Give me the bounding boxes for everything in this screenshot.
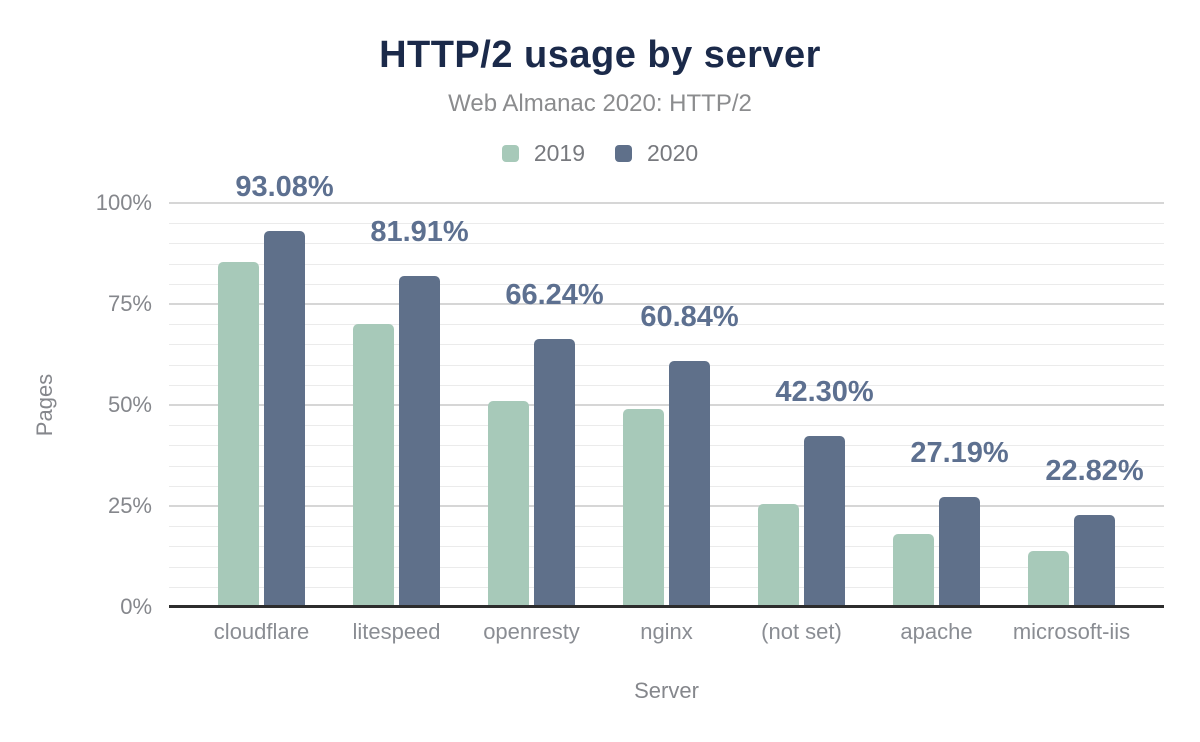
- bar-2020-(not set)[interactable]: 42.30%: [775, 376, 874, 607]
- legend-item-2020[interactable]: 2020: [615, 140, 698, 167]
- bar-group-openresty: 66.24% openresty: [464, 203, 604, 644]
- bar-2019-nginx[interactable]: [623, 409, 664, 607]
- bar-group-nginx: 60.84% nginx: [599, 203, 739, 644]
- legend-label: 2020: [647, 140, 699, 166]
- bar-value-label-microsoft-iis: 22.82%: [1045, 454, 1144, 487]
- y-tick-label-50: 50%: [107, 392, 152, 417]
- bar-value-label-(not set): 42.30%: [775, 376, 874, 409]
- x-axis-title: Server: [634, 678, 699, 703]
- bar-2020-apache[interactable]: 27.19%: [910, 437, 1009, 607]
- minor-gridline-40: [169, 445, 1164, 447]
- chart-title: HTTP/2 usage by server: [379, 34, 821, 76]
- minor-gridline-45: [169, 425, 1164, 427]
- minor-gridline-10: [169, 566, 1164, 568]
- minor-gridline-30: [169, 485, 1164, 487]
- bar-value-label-cloudflare: 93.08%: [235, 170, 334, 203]
- bar-2020-cloudflare[interactable]: 93.08%: [235, 171, 334, 607]
- legend-item-2019[interactable]: 2019: [501, 140, 585, 167]
- y-tick-label-0: 0%: [120, 594, 152, 619]
- minor-gridline-35: [169, 465, 1164, 467]
- minor-gridline-65: [169, 344, 1164, 346]
- bar-2020-openresty[interactable]: 66.24%: [505, 279, 604, 607]
- legend-label: 2019: [533, 140, 585, 166]
- bar-2020-litespeed[interactable]: 81.91%: [370, 216, 469, 607]
- bar-2019-openresty[interactable]: [488, 400, 529, 607]
- chart-subtitle: Web Almanac 2020: HTTP/2: [448, 90, 752, 117]
- minor-gridline-70: [169, 324, 1164, 326]
- major-gridline-25: [169, 505, 1164, 507]
- legend-swatch-2019: [501, 145, 519, 162]
- bar-value-label-openresty: 66.24%: [505, 279, 604, 312]
- minor-gridline-15: [169, 546, 1164, 548]
- bar-2019-apache[interactable]: [893, 534, 934, 607]
- minor-gridline-20: [169, 526, 1164, 528]
- bar-groups: 93.08% cloudflare 81.91% litespeed 66.24% ope…: [169, 171, 1164, 644]
- y-tick-label-75: 75%: [107, 291, 152, 316]
- bar-group-cloudflare: 93.08% cloudflare: [194, 171, 334, 644]
- minor-gridline-60: [169, 364, 1164, 366]
- bar-2019-microsoft-iis[interactable]: [1028, 550, 1069, 607]
- x-tick-label-(not set): (not set): [761, 619, 842, 644]
- minor-gridline-80: [169, 283, 1164, 285]
- legend: 2019 2020: [0, 140, 1200, 167]
- y-tick-label-25: 25%: [107, 493, 152, 518]
- x-tick-label-nginx: nginx: [640, 619, 693, 644]
- major-gridline-50: [169, 404, 1164, 406]
- minor-gridline-85: [169, 263, 1164, 265]
- major-gridline-100: [169, 202, 1164, 204]
- x-tick-label-litespeed: litespeed: [352, 619, 441, 644]
- bar-value-label-litespeed: 81.91%: [370, 216, 469, 249]
- x-tick-label-apache: apache: [900, 619, 973, 644]
- legend-swatch-2020: [615, 145, 632, 162]
- bar-group-(not set): 42.30% (not set): [734, 203, 874, 644]
- bar-group-apache: 27.19% apache: [869, 203, 1009, 644]
- x-tick-label-microsoft-iis: microsoft-iis: [1012, 619, 1131, 644]
- x-tick-label-openresty: openresty: [483, 619, 580, 644]
- bar-group-litespeed: 81.91% litespeed: [329, 203, 469, 644]
- x-axis-line: [169, 605, 1164, 608]
- x-tick-label-cloudflare: cloudflare: [213, 619, 310, 644]
- major-gridline-75: [169, 303, 1164, 305]
- bar-2019-cloudflare[interactable]: [218, 262, 259, 607]
- minor-gridline-90: [169, 243, 1164, 245]
- bar-value-label-apache: 27.19%: [910, 437, 1009, 470]
- plot-area: 93.08% cloudflare 81.91% litespeed 66.24% ope…: [169, 171, 1164, 644]
- y-tick-label-100: 100%: [95, 190, 152, 215]
- bar-2019-litespeed[interactable]: [353, 323, 394, 607]
- minor-gridline-5: [169, 586, 1164, 588]
- bar-group-microsoft-iis: 22.82% microsoft-iis: [1004, 203, 1144, 644]
- minor-gridline-95: [169, 223, 1164, 225]
- bar-2020-nginx[interactable]: 60.84%: [640, 301, 739, 607]
- bar-2019-(not set)[interactable]: [758, 504, 799, 607]
- bar-2020-microsoft-iis[interactable]: 22.82%: [1045, 455, 1144, 607]
- bar-value-label-nginx: 60.84%: [640, 301, 739, 334]
- y-axis-tick-labels: 0% 25% 50% 75% 100%: [0, 191, 152, 619]
- minor-gridline-55: [169, 384, 1164, 386]
